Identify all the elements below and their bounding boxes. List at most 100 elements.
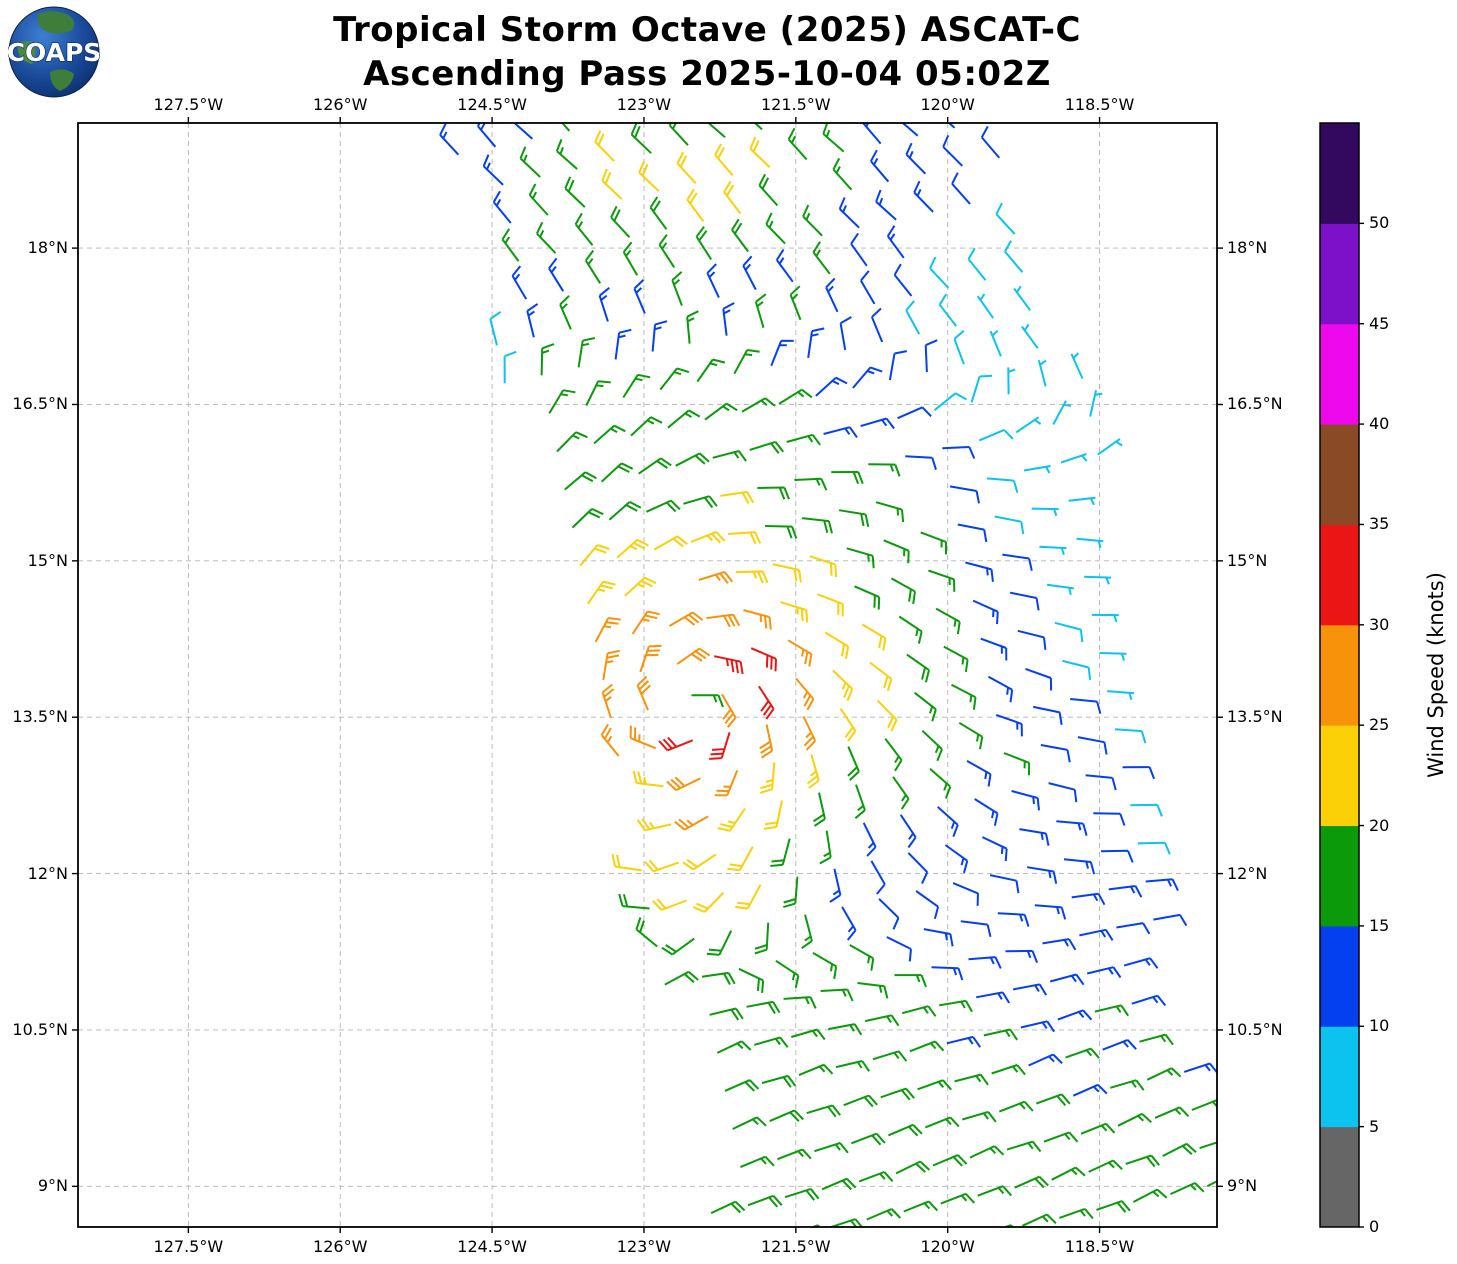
wind-barb [806,1104,841,1118]
wind-barb [535,221,557,254]
wind-barb [946,1035,982,1048]
wind-barb [953,329,965,365]
wind-barb [931,966,964,981]
wind-barb [974,798,999,826]
lon-tick-label-top: 127.5°W [153,95,224,114]
wind-barb [1086,966,1122,979]
wind-barb [1003,752,1031,776]
wind-barb [761,1074,797,1088]
lat-tick-label-right: 9°N [1227,1176,1258,1196]
wind-barb [638,457,672,475]
wind-barb [814,1142,849,1154]
wind-barb [439,123,460,156]
wind-barb [1052,400,1072,425]
wind-barb [976,991,1011,1004]
wind-barb [610,205,631,238]
lon-tick-label-top: 123°W [616,95,672,114]
wind-barb [965,561,994,582]
wind-barb [598,287,610,322]
wind-barb [1056,820,1088,836]
wind-barb [1021,323,1039,349]
wind-barb [1035,1093,1071,1107]
wind-barb [798,1063,834,1077]
wind-barb [528,183,549,216]
wind-barb [894,974,927,988]
wind-barb [1110,1079,1145,1091]
wind-barb [658,736,694,752]
logo-globe [8,6,100,98]
lat-tick-label-right: 12°N [1227,863,1268,883]
wind-barb [1099,652,1127,661]
wind-barb [775,248,794,283]
wind-barb [838,197,860,229]
wind-barb [724,1079,760,1092]
wind-barb [913,180,934,213]
wind-barb [870,149,890,183]
wind-barb [1162,1142,1197,1157]
wind-barb [1117,1112,1152,1127]
wind-barb [954,1073,989,1086]
wind-barb [854,784,866,819]
wind-barb [1102,1038,1137,1051]
wind-barb [995,713,1023,737]
wind-barb [482,154,504,186]
lat-tick-label-left: 18°N [27,238,68,258]
wind-barb [571,507,604,529]
wind-barb [1013,285,1031,311]
wind-barb [947,123,956,129]
wind-barb [696,358,726,383]
wind-barb [802,204,823,237]
wind-barb [1028,1053,1063,1067]
wind-barb [489,310,502,346]
wind-barb [983,1028,1018,1041]
wind-barb [1002,553,1033,571]
wind-barb [942,446,976,459]
wind-barb [917,1079,952,1091]
colorbar-segment [1320,524,1359,626]
wind-barb [969,1145,1005,1159]
wind-barb [735,570,769,584]
wind-barb [998,1100,1034,1113]
wind-barb [639,644,662,673]
lon-tick-label-bottom: 124.5°W [457,1237,527,1256]
lat-tick-label-right: 13.5°N [1227,707,1283,727]
wind-barb [905,455,937,470]
wind-barb [758,173,779,207]
wind-barb [668,123,689,146]
logo-landmass-south [50,69,74,91]
wind-barb [1010,81,1029,112]
wind-barb [897,406,932,420]
wind-barb [991,1064,1026,1076]
wind-barb [1020,1020,1056,1033]
chart-title-line2: Ascending Pass 2025-10-04 05:02Z [363,54,1051,94]
lon-tick-label-top: 126°W [313,95,368,114]
colorbar-segment [1320,223,1359,325]
wind-barb [937,806,959,837]
wind-barb [892,66,910,97]
wind-barb [875,501,905,523]
wind-barb [825,277,839,313]
wind-barb [564,176,586,208]
wind-barb [938,293,957,327]
wind-barb [962,1110,997,1123]
wind-barb [861,623,887,651]
wind-barb [1071,892,1106,906]
wind-barb [929,256,950,289]
wind-barb [740,1155,775,1169]
wind-barb [683,495,718,509]
wind-barb [668,611,704,627]
wind-barb [895,1160,931,1175]
wind-barb [754,922,770,955]
wind-barb [906,653,930,683]
wind-barb [967,247,987,281]
wind-barb [594,617,621,643]
wind-barb [1019,828,1050,846]
chart-title-line1: Tropical Storm Octave (2025) ASCAT-C [333,10,1081,50]
wind-barb [981,836,1008,862]
wind-barb [611,853,642,872]
wind-barb [704,402,738,421]
wind-barb [649,196,668,230]
wind-barb [828,1023,863,1036]
wind-barb [1093,812,1126,826]
wind-barb [878,898,900,930]
